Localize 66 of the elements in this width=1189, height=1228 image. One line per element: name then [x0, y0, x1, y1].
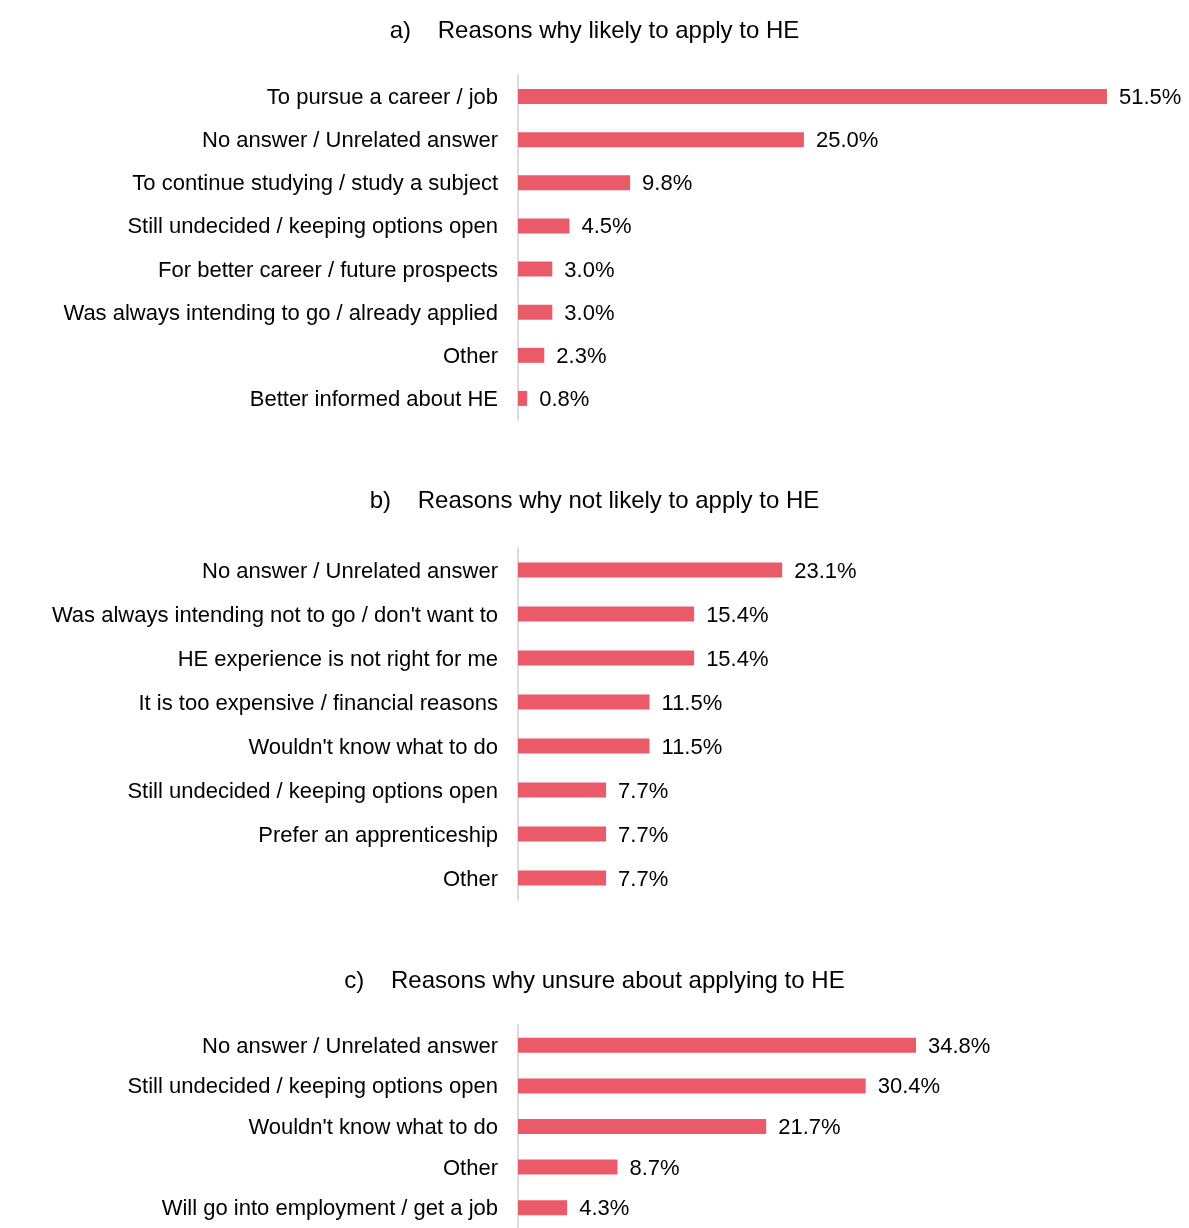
chart-title: b) Reasons why not likely to apply to HE [369, 485, 820, 513]
bar [518, 694, 650, 710]
y-tick-label: It is too expensive / financial reasons [138, 689, 498, 715]
bar [518, 1078, 866, 1094]
data-label: 11.5% [661, 689, 723, 715]
data-label: 4.5% [581, 213, 632, 239]
data-label: 23.1% [794, 557, 857, 583]
data-label: 21.7% [778, 1114, 841, 1139]
data-label: 15.4% [706, 645, 769, 671]
bar [518, 1037, 916, 1053]
bar [518, 261, 553, 277]
bar [518, 650, 695, 666]
y-tick-label: Will go into employment / get a job [161, 1195, 498, 1221]
data-label: 11.5% [661, 733, 723, 759]
y-tick-label: Still undecided / keeping options open [127, 777, 498, 803]
data-label: 8.7% [629, 1154, 680, 1180]
bar [518, 738, 650, 754]
y-tick-label: Was always intending not to go / don't want to [51, 601, 498, 627]
bar [518, 132, 804, 148]
data-label: 4.3% [579, 1195, 630, 1221]
y-tick-label: For better career / future prospects [158, 256, 498, 282]
data-label: 0.8% [539, 385, 590, 411]
data-label: 3.0% [564, 256, 615, 282]
bar [518, 606, 695, 622]
data-label: 51.5% [1119, 84, 1182, 110]
y-tick-label: No answer / Unrelated answer [202, 127, 498, 153]
bar [518, 304, 553, 320]
bar [518, 175, 631, 191]
bar [518, 826, 607, 842]
bar [518, 562, 783, 578]
y-tick-label: HE experience is not right for me [177, 645, 498, 671]
y-tick-label: No answer / Unrelated answer [202, 1032, 498, 1058]
data-label: 15.4% [706, 601, 769, 627]
y-tick-label: Better informed about HE [249, 385, 498, 411]
data-label: 34.8% [928, 1032, 991, 1058]
data-label: 2.3% [556, 342, 607, 368]
y-tick-label: To pursue a career / job [266, 84, 498, 110]
bar [518, 218, 570, 234]
bar [518, 1119, 767, 1134]
bar [518, 347, 545, 363]
y-tick-label: Still undecided / keeping options open [127, 213, 498, 239]
bar [518, 782, 607, 798]
data-label: 7.7% [618, 821, 669, 847]
bar [518, 89, 1107, 105]
y-tick-label: Was always intending to go / already applied [63, 299, 498, 325]
data-label: 30.4% [877, 1073, 941, 1099]
data-label: 9.8% [642, 170, 693, 196]
data-label: 3.0% [564, 299, 615, 325]
y-tick-label: Other [442, 1154, 498, 1180]
data-label: 7.7% [618, 865, 669, 891]
y-tick-label: Still undecided / keeping options open [127, 1073, 498, 1099]
chart-title: a) Reasons why likely to apply to HE [389, 15, 800, 43]
y-tick-label: Other [442, 342, 498, 368]
y-tick-label: Wouldn't know what to do [248, 1114, 498, 1139]
bar [518, 870, 607, 886]
y-tick-label: No answer / Unrelated answer [202, 557, 498, 583]
data-label: 7.7% [618, 777, 669, 803]
y-tick-label: Other [442, 865, 498, 891]
y-tick-label: Wouldn't know what to do [248, 733, 498, 759]
data-label: 25.0% [815, 127, 879, 153]
bar [518, 390, 528, 406]
chart-title: c) Reasons why unsure about applying to HE [344, 965, 845, 993]
y-tick-label: To continue studying / study a subject [132, 170, 498, 196]
bar [518, 1159, 618, 1175]
y-tick-label: Prefer an apprenticeship [258, 821, 498, 847]
bar [518, 1200, 568, 1216]
